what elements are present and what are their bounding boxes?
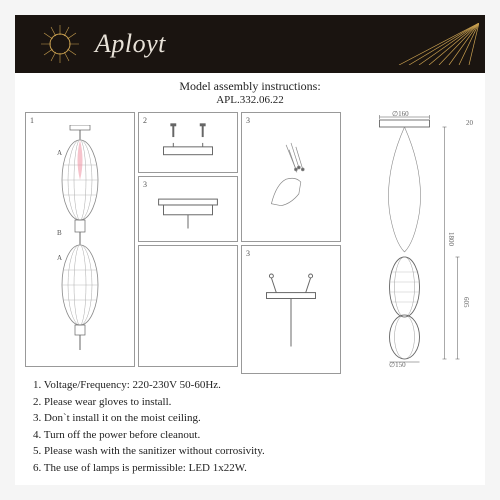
diagram-panel-1: 1 A B xyxy=(25,112,135,367)
panel-number: 3 xyxy=(246,249,250,258)
dimensional-drawing: ∅160 20 1800 605 ∅150 xyxy=(344,112,475,367)
dim-cable: 1800 xyxy=(447,232,455,246)
title-line-1: Model assembly instructions: xyxy=(15,79,485,94)
instruction-item: 5. Please wash with the sanitizer withou… xyxy=(33,443,467,460)
diagram-panel-3a: 3 xyxy=(138,176,238,242)
panel-number: 2 xyxy=(143,116,147,125)
canopy-assembly-icon xyxy=(242,246,340,374)
instruction-item: 6. The use of lamps is permissible: LED … xyxy=(33,460,467,477)
pendant-exploded-icon: A B A xyxy=(55,125,105,355)
dim-top-width: ∅160 xyxy=(392,110,409,118)
hand-wiring-icon xyxy=(242,113,340,241)
panel-number: 3 xyxy=(246,116,250,125)
panel-number: 1 xyxy=(30,116,34,125)
svg-text:B: B xyxy=(57,229,62,237)
svg-text:A: A xyxy=(57,149,62,157)
instruction-sheet: Aployt Model assembly instructions: APL.… xyxy=(15,15,485,485)
ceiling-mount-icon xyxy=(139,177,237,241)
instructions-list: 1. Voltage/Frequency: 220-230V 50-60Hz. … xyxy=(33,377,467,476)
diagram-panel-empty xyxy=(138,245,238,367)
diagram-column-2: 2 3 xyxy=(138,112,238,367)
title-block: Model assembly instructions: APL.332.06.… xyxy=(15,79,485,106)
instruction-item: 1. Voltage/Frequency: 220-230V 50-60Hz. xyxy=(33,377,467,394)
dim-bottom-width: ∅150 xyxy=(389,361,406,369)
logo-sunburst-icon xyxy=(39,23,81,65)
brand-header: Aployt xyxy=(15,15,485,73)
diagram-panel-2: 2 xyxy=(138,112,238,173)
brand-name: Aployt xyxy=(95,29,166,59)
dim-height-top: 20 xyxy=(466,119,473,127)
diagram-row: 1 A B xyxy=(25,112,475,367)
instruction-item: 3. Don`t install it on the moist ceiling… xyxy=(33,410,467,427)
diagram-panel-3c: 3 xyxy=(241,245,341,375)
panel-number: 3 xyxy=(143,180,147,189)
screws-bracket-icon xyxy=(139,113,237,172)
dim-body: 605 xyxy=(462,297,470,308)
instruction-item: 2. Please wear gloves to install. xyxy=(33,394,467,411)
diagram-panel-3b: 3 xyxy=(241,112,341,242)
header-rays-icon xyxy=(369,23,479,65)
diagram-column-3: 3 3 xyxy=(241,112,341,367)
svg-text:A: A xyxy=(57,254,62,262)
title-line-2: APL.332.06.22 xyxy=(15,94,485,106)
instruction-item: 4. Turn off the power before cleanout. xyxy=(33,427,467,444)
dimension-drawing-icon xyxy=(344,112,475,367)
